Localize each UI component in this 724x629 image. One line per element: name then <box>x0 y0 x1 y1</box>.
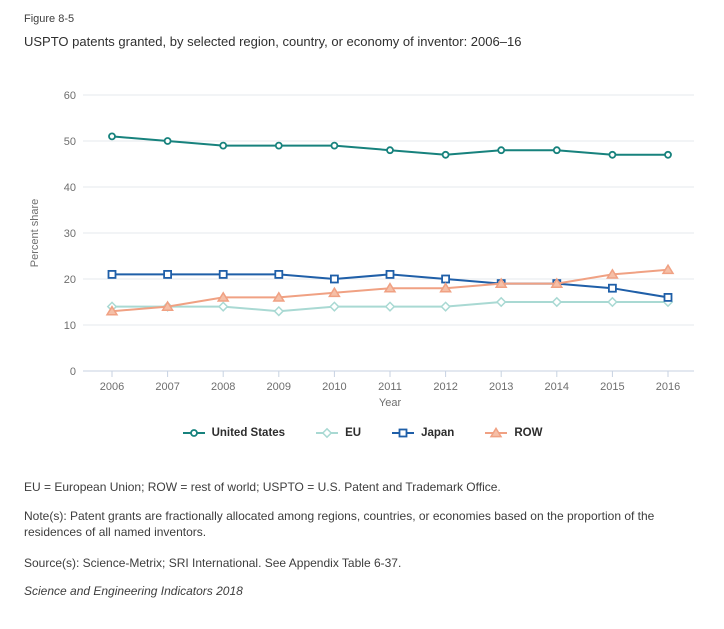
footer-source: Source(s): Science-Metrix; SRI Internati… <box>24 556 402 570</box>
svg-text:60: 60 <box>64 90 76 102</box>
legend-item-row: ROW <box>484 427 542 439</box>
legend-label-row: ROW <box>514 427 543 439</box>
svg-text:2013: 2013 <box>489 381 513 393</box>
svg-text:20: 20 <box>64 274 76 286</box>
svg-text:40: 40 <box>64 182 76 194</box>
footer-abbreviations: EU = European Union; ROW = rest of world… <box>24 480 501 494</box>
chart-svg: 0 10 20 30 40 50 60 2006 2007 2008 2009 2010 2011 201… <box>29 90 694 409</box>
legend-label-eu: EU <box>345 427 362 439</box>
japan-marker-icon <box>391 427 415 439</box>
svg-text:0: 0 <box>70 366 76 378</box>
svg-text:2014: 2014 <box>545 381 569 393</box>
svg-text:2010: 2010 <box>322 381 346 393</box>
series-united-states <box>108 132 672 159</box>
figure-title: USPTO patents granted, by selected regio… <box>24 34 522 49</box>
legend-item-united-states: United States <box>182 427 286 439</box>
svg-text:Year: Year <box>379 397 402 409</box>
legend-item-japan: Japan <box>391 427 454 439</box>
footer-note: Note(s): Patent grants are fractionally … <box>24 509 655 539</box>
eu-marker-icon <box>315 427 339 439</box>
footer-publication: Science and Engineering Indicators 2018 <box>24 584 243 598</box>
svg-text:2016: 2016 <box>656 381 680 393</box>
legend-item-eu: EU <box>315 427 361 439</box>
svg-text:2009: 2009 <box>267 381 291 393</box>
svg-text:10: 10 <box>64 320 76 332</box>
svg-text:2015: 2015 <box>600 381 624 393</box>
row-marker-icon <box>484 427 508 439</box>
svg-text:2011: 2011 <box>378 381 402 393</box>
svg-text:2006: 2006 <box>100 381 124 393</box>
legend-label-japan: Japan <box>421 427 455 439</box>
svg-text:30: 30 <box>64 228 76 240</box>
svg-text:2008: 2008 <box>211 381 235 393</box>
figure-label: Figure 8-5 <box>24 13 75 25</box>
svg-text:2007: 2007 <box>155 381 179 393</box>
legend-label-united-states: United States <box>211 427 286 439</box>
svg-text:2012: 2012 <box>433 381 457 393</box>
united-states-marker-icon <box>182 427 206 439</box>
svg-text:50: 50 <box>64 136 76 148</box>
svg-text:Percent share: Percent share <box>29 199 41 267</box>
series-row <box>105 263 675 316</box>
chart-legend: United States EU Japan ROW <box>0 427 724 439</box>
series-eu <box>106 296 674 317</box>
